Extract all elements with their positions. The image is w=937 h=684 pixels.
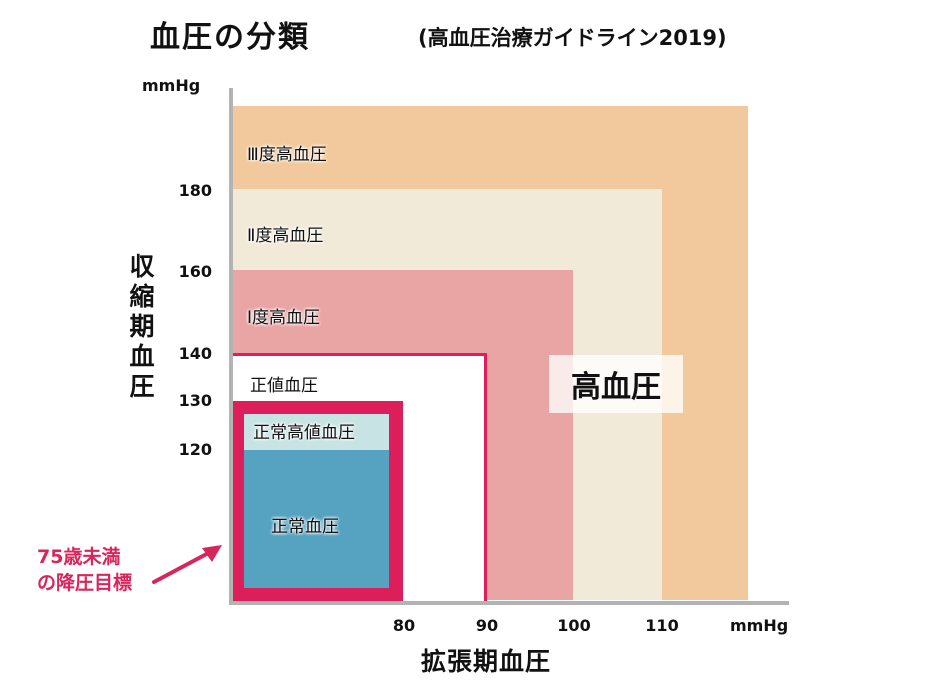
zone-label-grade2: Ⅱ度高血圧 xyxy=(247,226,324,246)
annotation-arrow-icon xyxy=(152,545,222,584)
chart-title: 血圧の分類 xyxy=(150,20,310,55)
y-tick-label: 180 xyxy=(178,181,212,200)
y-tick-label: 140 xyxy=(178,344,212,363)
y-tick-label: 120 xyxy=(178,440,212,459)
x-tick-label: 80 xyxy=(392,616,416,635)
y-axis-label: 収縮期血圧 xyxy=(129,252,155,401)
x-tick-label: 110 xyxy=(645,616,679,635)
y-tick-label: 130 xyxy=(178,391,212,410)
chart-subtitle: (高血圧治療ガイドライン2019) xyxy=(418,26,727,50)
x-unit-label: mmHg xyxy=(730,616,789,635)
zone-elevated xyxy=(244,414,389,450)
target-annotation: 75歳未満 の降圧目標 xyxy=(37,544,132,596)
zone-label-elevated: 正常高値血圧 xyxy=(253,423,355,443)
y-unit-label: mmHg xyxy=(142,76,201,95)
x-axis-line xyxy=(229,601,789,605)
zone-label-grade1: Ⅰ度高血圧 xyxy=(247,308,321,328)
x-axis-label: 拡張期血圧 xyxy=(421,647,552,676)
y-axis-line xyxy=(229,88,233,605)
x-tick-label: 90 xyxy=(475,616,499,635)
target-annotation-line2: の降圧目標 xyxy=(37,572,133,594)
y-tick-label: 160 xyxy=(178,262,212,281)
zone-normal xyxy=(244,450,389,588)
zone-label-high-normal: 正値血圧 xyxy=(250,376,318,396)
zone-label-grade3: Ⅲ度高血圧 xyxy=(247,145,327,165)
target-annotation-line1: 75歳未満 xyxy=(37,546,121,568)
hypertension-group-label: 高血圧 xyxy=(549,355,683,413)
zone-label-normal: 正常血圧 xyxy=(271,517,339,537)
x-tick-label: 100 xyxy=(557,616,591,635)
